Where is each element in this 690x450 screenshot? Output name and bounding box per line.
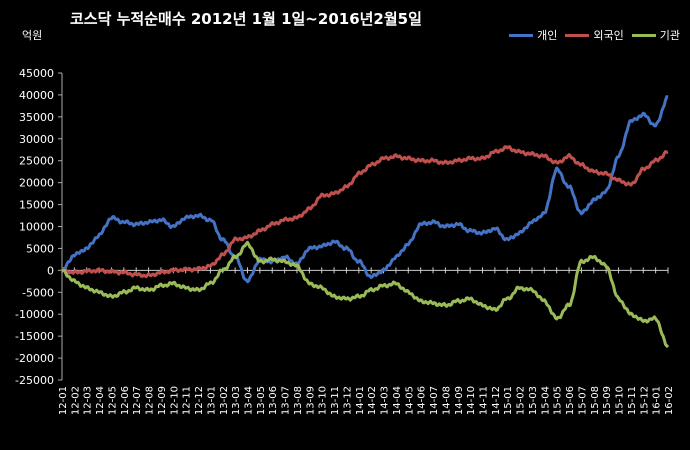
x-tick-label: 14-11	[478, 386, 489, 415]
x-tick-label: 15-11	[627, 386, 638, 415]
x-tick-label: 15-06	[565, 386, 576, 415]
legend: 개인 외국인 기관	[509, 27, 680, 43]
legend-label: 개인	[537, 29, 558, 42]
x-tick-label: 13-12	[342, 386, 353, 415]
x-tick-label: 12-09	[157, 386, 168, 415]
x-tick-label: 13-09	[305, 386, 316, 415]
y-tick-label: 20000	[19, 177, 54, 190]
x-tick-label: 14-09	[454, 386, 465, 415]
y-tick-label: 35000	[19, 111, 54, 124]
x-tick-label: 14-12	[491, 386, 502, 415]
x-tick-label: 14-06	[417, 386, 428, 415]
y-tick-label: 45000	[19, 67, 54, 80]
x-tick-label: 13-11	[330, 386, 341, 415]
x-tick-label: 12-11	[182, 386, 193, 415]
series-line-1	[60, 95, 669, 284]
chart-title: 코스닥 누적순매수 2012년 1월 1일~2016년2월5일	[70, 10, 422, 28]
y-unit-label: 억원	[22, 29, 43, 42]
x-tick-label: 12-02	[70, 386, 81, 415]
x-tick-label: 14-03	[380, 386, 391, 415]
y-tick-label: 5000	[26, 242, 54, 255]
x-tick-label: 13-02	[219, 386, 230, 415]
x-tick-label: 15-03	[528, 386, 539, 415]
y-tick-label: 30000	[19, 133, 54, 146]
x-tick-label: 13-03	[231, 386, 242, 415]
x-tick-label: 15-01	[503, 386, 514, 415]
y-tick-label: -5000	[22, 286, 54, 299]
legend-label: 기관	[659, 29, 680, 42]
x-tick-label: 14-10	[466, 386, 477, 415]
x-tick-label: 15-05	[553, 386, 564, 415]
x-tick-label: 16-01	[652, 386, 663, 415]
x-tick-label: 15-08	[590, 386, 601, 415]
x-tick-label: 15-12	[639, 386, 650, 415]
x-tick-label: 13-04	[244, 386, 255, 415]
x-tick-label: 14-08	[441, 386, 452, 415]
y-tick-label: -25000	[15, 374, 54, 387]
x-tick-label: 15-02	[516, 386, 527, 415]
y-tick-label: 40000	[19, 89, 54, 102]
x-tick-label: 13-05	[256, 386, 267, 415]
x-tick-label: 14-04	[392, 386, 403, 415]
x-tick-label: 12-03	[83, 386, 94, 415]
x-tick-label: 13-07	[281, 386, 292, 415]
y-tick-label: -20000	[15, 352, 54, 365]
legend-swatch	[565, 33, 590, 37]
y-tick-label: 15000	[19, 199, 54, 212]
x-tick-label: 14-01	[355, 386, 366, 415]
legend-label: 외국인	[593, 29, 624, 42]
legend-item-2: 외국인	[565, 27, 624, 43]
x-tick-label: 12-08	[145, 386, 156, 415]
x-tick-label: 12-04	[95, 386, 106, 415]
x-tick-label: 13-08	[293, 386, 304, 415]
x-tick-label: 14-05	[404, 386, 415, 415]
y-tick-label: -15000	[15, 330, 54, 343]
x-tick-label: 15-07	[577, 386, 588, 415]
legend-swatch	[509, 33, 534, 37]
y-tick-label: 10000	[19, 221, 54, 234]
x-tick-label: 14-07	[429, 386, 440, 415]
y-tick-label: 0	[47, 264, 54, 277]
x-tick-label: 12-12	[194, 386, 205, 415]
y-tick-label: -10000	[15, 308, 54, 321]
series-line-3	[61, 240, 670, 349]
legend-swatch	[631, 33, 656, 37]
x-tick-label: 12-05	[107, 386, 118, 415]
x-tick-label: 15-04	[540, 386, 551, 415]
legend-item-3: 기관	[631, 27, 680, 43]
x-tick-label: 15-10	[615, 386, 626, 415]
x-tick-label: 12-06	[120, 386, 131, 415]
x-tick-label: 12-10	[169, 386, 180, 415]
x-tick-label: 13-01	[206, 386, 217, 415]
x-tick-label: 12-07	[132, 386, 143, 415]
x-tick-label: 12-01	[58, 386, 69, 415]
x-tick-label: 13-10	[318, 386, 329, 415]
x-tick-label: 14-02	[367, 386, 378, 415]
series-line-2	[60, 145, 669, 279]
y-tick-label: 25000	[19, 155, 54, 168]
x-tick-label: 13-06	[268, 386, 279, 415]
legend-item-1: 개인	[509, 27, 557, 43]
x-tick-label: 15-09	[602, 386, 613, 415]
x-tick-label: 16-02	[664, 386, 675, 415]
